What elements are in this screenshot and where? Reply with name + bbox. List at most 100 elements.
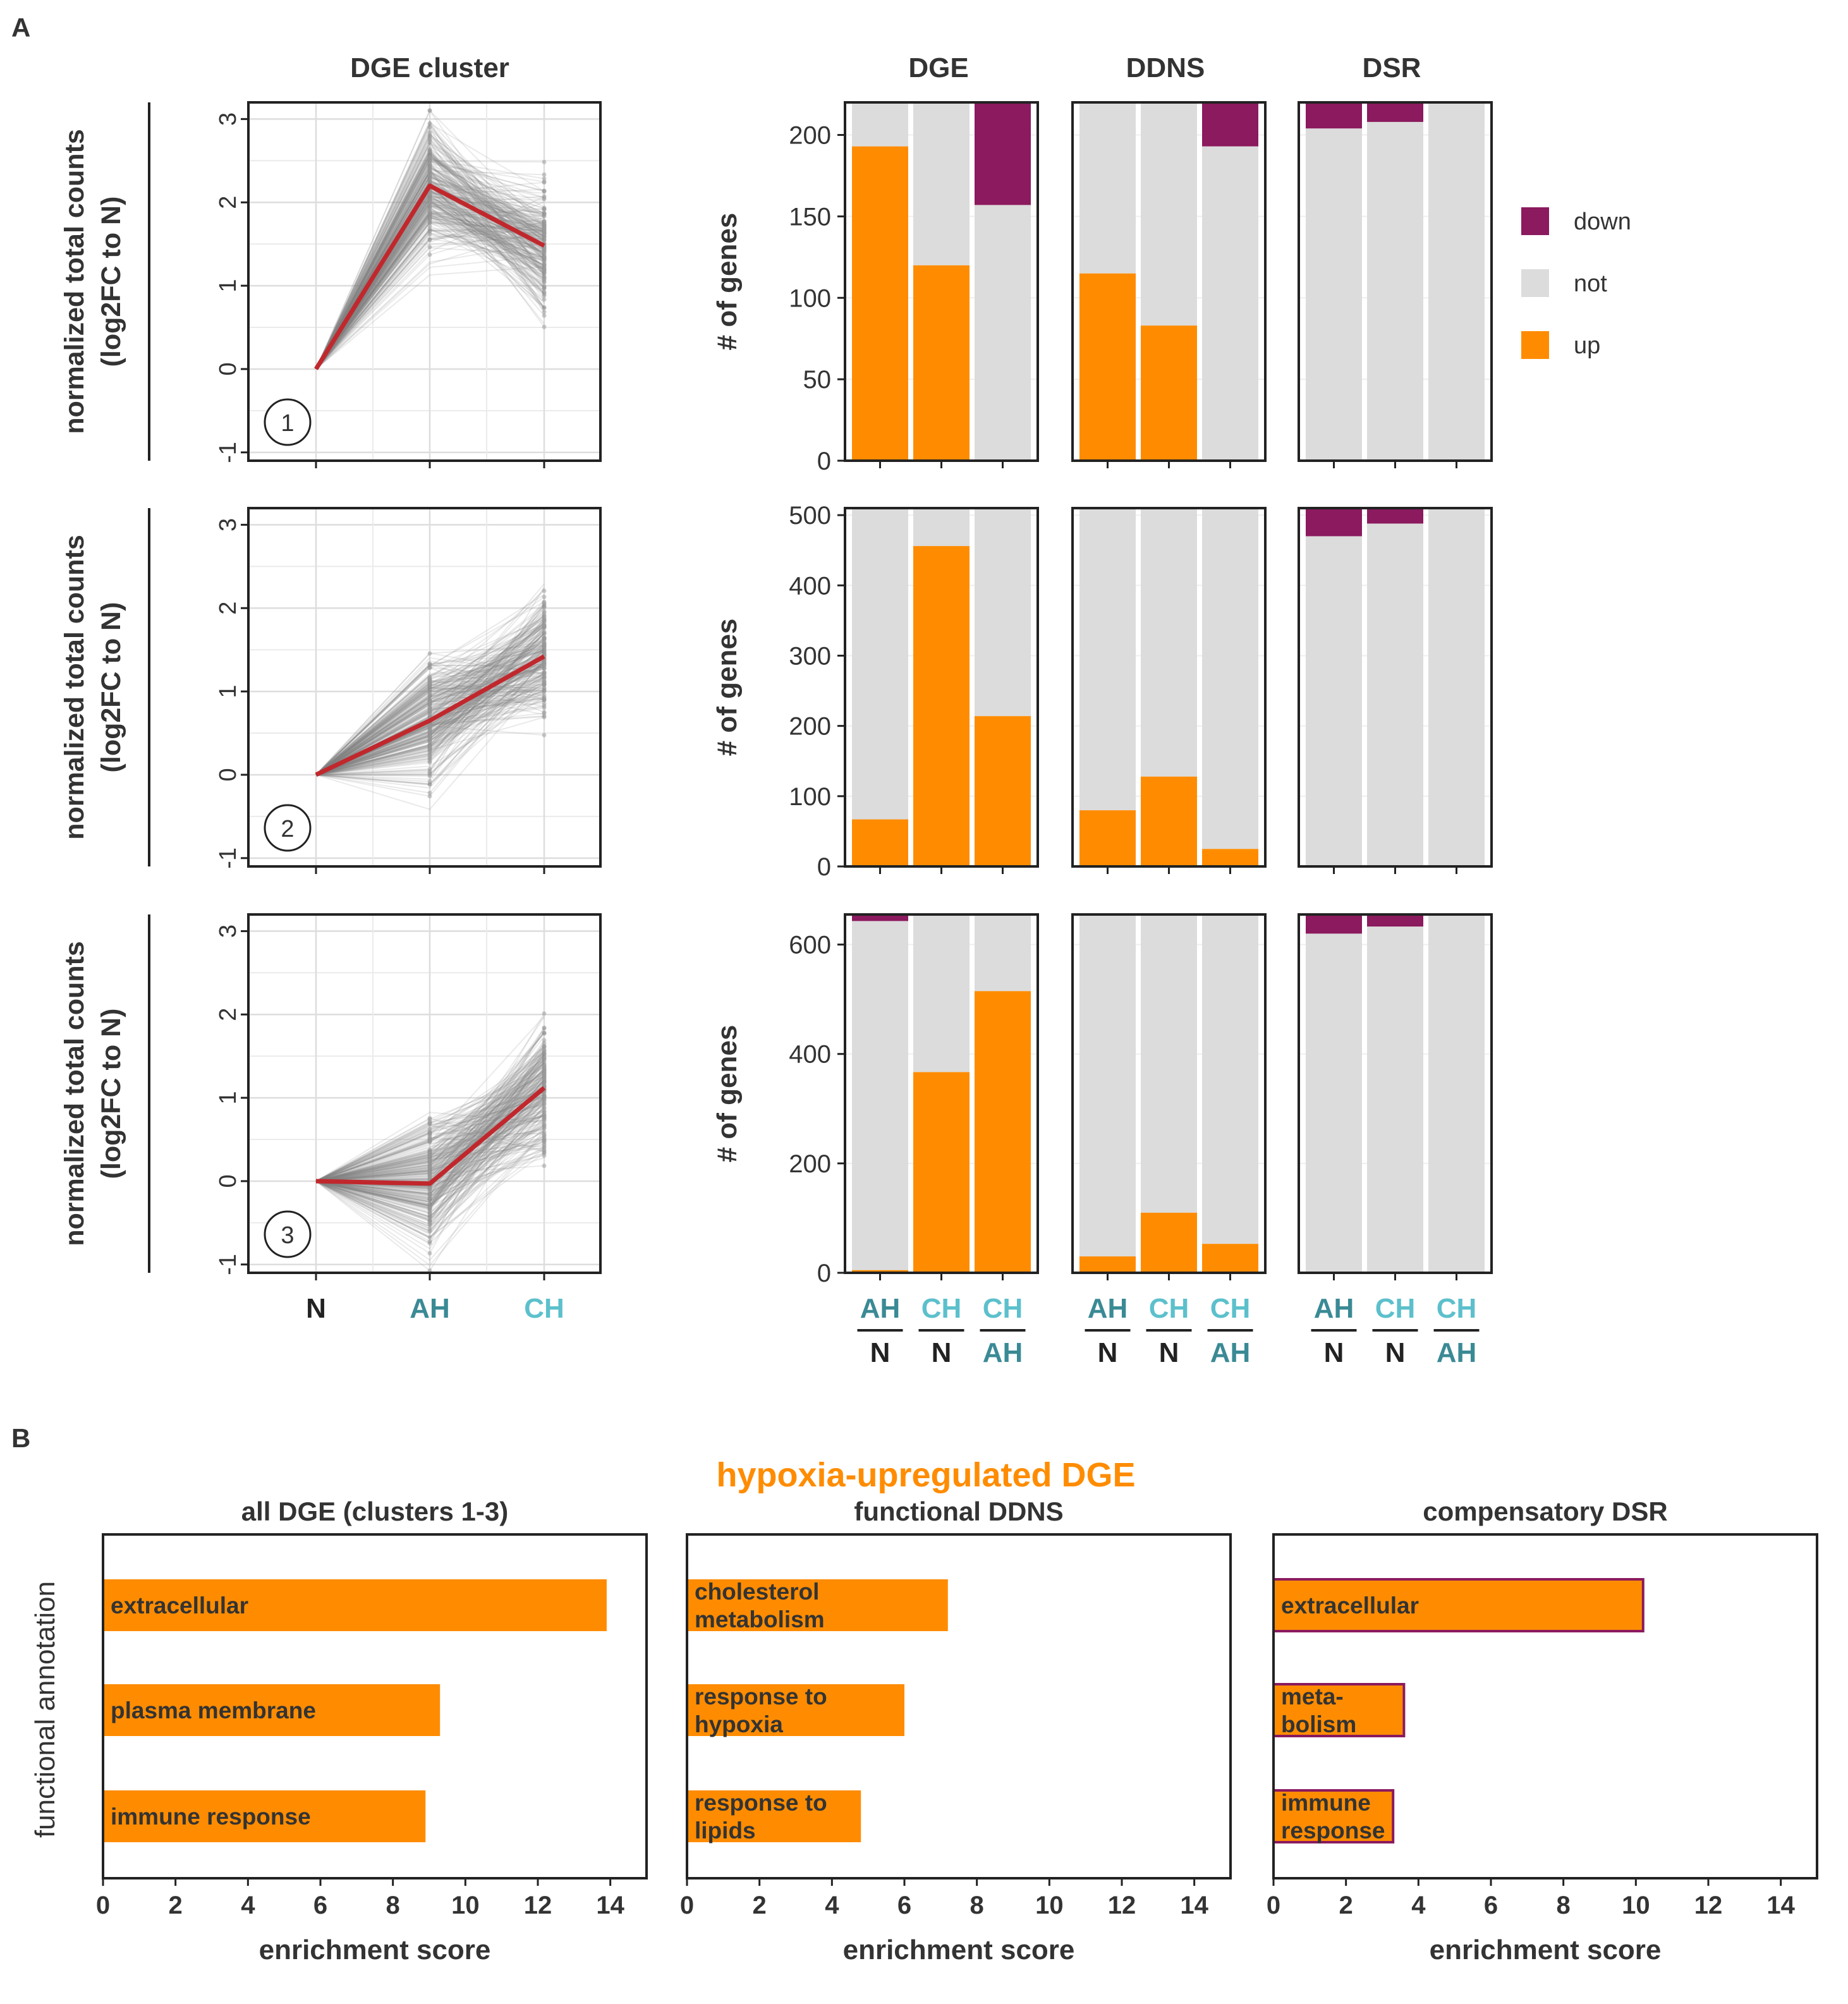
gene-profile-line — [315, 693, 545, 775]
bar-segment-not — [1367, 523, 1423, 866]
cluster-mean-line — [314, 183, 545, 370]
gene-point — [542, 176, 547, 181]
gene-profile-line — [315, 1131, 545, 1266]
gene-point — [542, 260, 547, 265]
y-tick-label: 100 — [789, 783, 831, 811]
comparison-numerator: CH — [1437, 1293, 1477, 1324]
y-tick-label: 100 — [789, 284, 831, 312]
gene-point — [427, 171, 432, 176]
gene-point — [542, 1055, 547, 1060]
gene-profile-line — [315, 255, 545, 370]
comparison-denominator: AH — [983, 1337, 1023, 1368]
bar-segment-up — [975, 991, 1031, 1273]
gene-profile-line — [315, 265, 545, 370]
bar-segment-not — [1428, 914, 1485, 1273]
gene-profile-line — [315, 1127, 545, 1234]
gene-point — [427, 760, 432, 765]
gene-profile-line — [315, 1129, 545, 1182]
line-plot-area-2 — [248, 508, 600, 866]
gene-point — [542, 292, 547, 297]
y-tick-label: 1 — [215, 1091, 241, 1105]
bar-segment-down — [1367, 914, 1423, 927]
gene-point — [427, 1133, 432, 1138]
gene-point — [542, 1078, 547, 1083]
gene-point — [427, 730, 432, 735]
legend-swatch-down — [1521, 207, 1549, 235]
enrichment-bar-label: response to — [695, 1790, 827, 1816]
x-axis-title: enrichment score — [1430, 1934, 1662, 1965]
gene-profile-line — [315, 1094, 545, 1182]
y-tick-label: 1 — [215, 279, 241, 293]
gene-point — [427, 1204, 432, 1209]
comparison-denominator: N — [870, 1337, 891, 1368]
y-tick-label: 50 — [803, 366, 832, 394]
gene-point — [427, 700, 432, 705]
gene-point — [427, 1226, 432, 1231]
y-tick-label: 3 — [215, 925, 241, 938]
y-axis-title: (log2FC to N) — [96, 197, 126, 367]
gene-profile-line — [315, 229, 545, 370]
gene-point — [542, 1102, 547, 1107]
line-plot-area-1 — [248, 102, 600, 461]
bar-segment-not — [1428, 508, 1485, 866]
legend-swatch-not — [1521, 269, 1549, 297]
comparison-denominator: N — [932, 1337, 952, 1368]
enrichment-bar — [103, 1579, 607, 1631]
gene-point — [427, 1193, 432, 1198]
gene-point — [542, 599, 547, 604]
bar-segment-up — [1202, 849, 1258, 866]
gene-profile-line — [315, 1106, 545, 1233]
gene-point — [542, 231, 547, 236]
gene-point — [427, 1170, 432, 1175]
gene-point — [542, 732, 547, 738]
gene-profile-line — [315, 144, 545, 370]
gene-point — [542, 305, 547, 310]
gene-profile-line — [315, 1066, 545, 1182]
gene-point — [542, 701, 547, 706]
x-tick-label-n: N — [306, 1293, 326, 1324]
gene-point — [427, 149, 432, 154]
gene-profile-line — [315, 235, 545, 370]
gene-profile-line — [315, 212, 545, 370]
gene-profile-line — [315, 242, 545, 370]
gene-profile-line — [315, 1091, 545, 1199]
bar-segment-not — [975, 508, 1031, 717]
comparison-numerator: AH — [1314, 1293, 1354, 1324]
gene-point — [427, 663, 432, 668]
enrichment-bar-label: response — [1281, 1818, 1385, 1843]
gene-point — [542, 219, 547, 224]
cluster-badge — [264, 804, 312, 852]
gene-point — [427, 689, 432, 694]
y-axis-title: normalized total counts — [59, 535, 90, 840]
gene-profile-line — [315, 645, 545, 775]
enrichment-bar-label: extracellular — [111, 1593, 248, 1618]
gene-point — [427, 211, 432, 216]
comparison-numerator: CH — [983, 1293, 1023, 1324]
gene-point — [427, 160, 432, 165]
cluster-badge — [264, 1210, 312, 1258]
bar-segment-up — [852, 1270, 908, 1273]
y-tick-label: 600 — [789, 932, 831, 959]
legend-label-not: not — [1574, 270, 1607, 297]
enrichment-bar-label: lipids — [695, 1818, 756, 1843]
panel-b-y-axis-title: functional annotation — [30, 1581, 61, 1838]
enrichment-bar-label: plasma membrane — [111, 1697, 316, 1723]
gene-point — [427, 693, 432, 698]
gene-point — [427, 245, 432, 250]
gene-profile-line — [315, 647, 545, 789]
bar-segment-not — [913, 508, 970, 547]
x-tick-label: 10 — [451, 1892, 480, 1919]
gene-point — [427, 674, 432, 679]
legend-label-up: up — [1574, 332, 1600, 359]
comparison-numerator: CH — [1149, 1293, 1189, 1324]
gene-point — [542, 1059, 547, 1064]
bar-segment-not — [1428, 102, 1485, 461]
gene-point — [542, 631, 547, 636]
bar-segment-up — [852, 819, 908, 866]
gene-point — [427, 756, 432, 762]
gene-profile-line — [315, 651, 545, 775]
bar-segment-not — [1141, 914, 1197, 1213]
gene-profile-line — [315, 660, 545, 786]
